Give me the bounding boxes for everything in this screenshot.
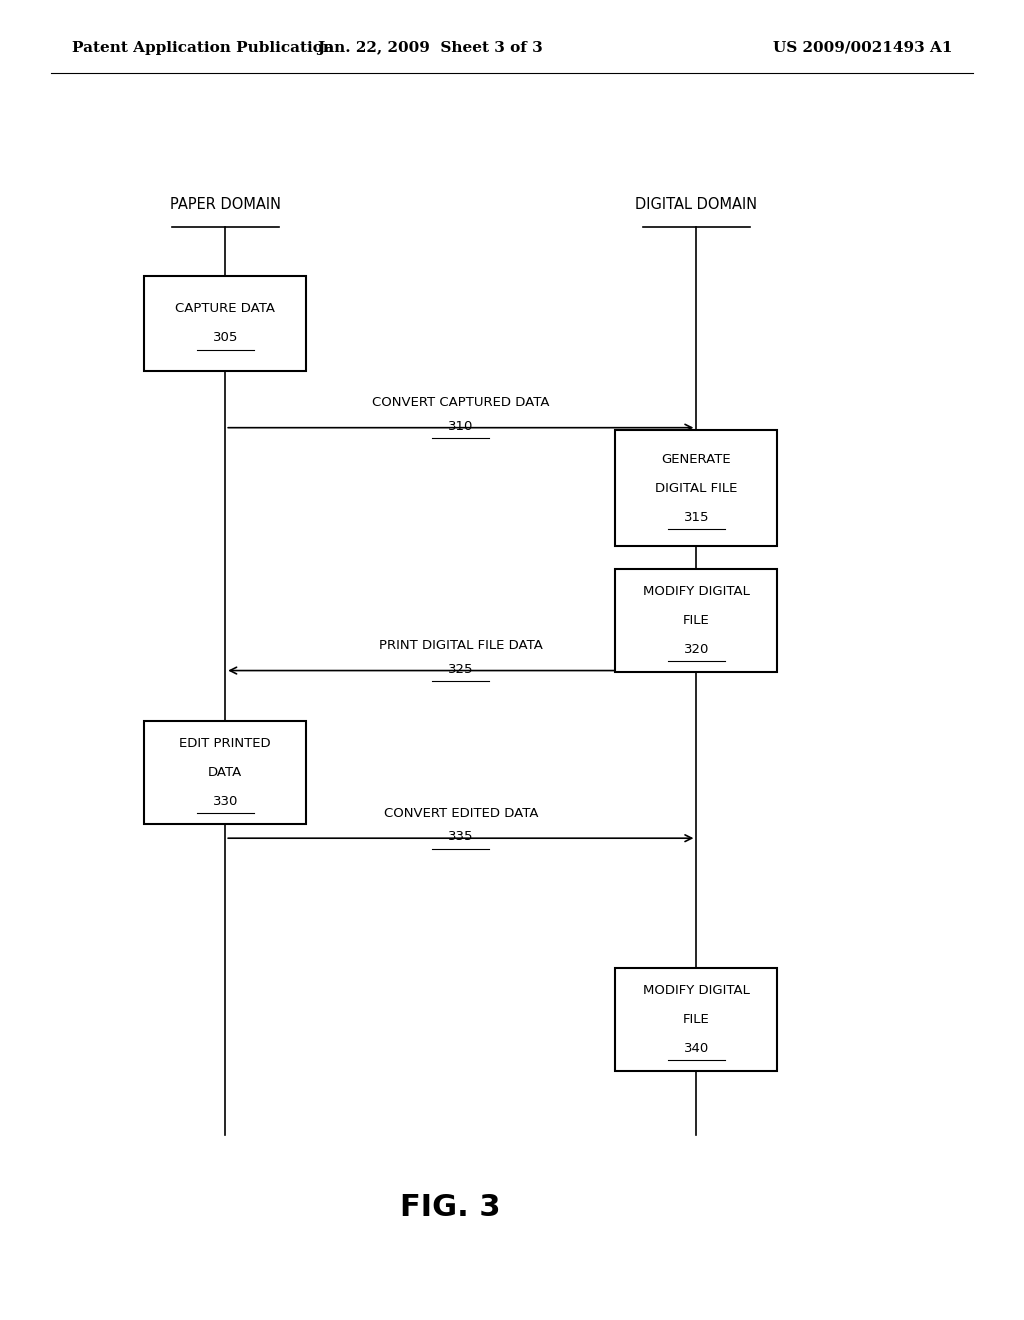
Text: DATA: DATA [208, 766, 243, 779]
Text: 320: 320 [684, 643, 709, 656]
Text: MODIFY DIGITAL: MODIFY DIGITAL [643, 585, 750, 598]
Text: 325: 325 [449, 663, 473, 676]
Text: Patent Application Publication: Patent Application Publication [72, 41, 334, 54]
Text: DIGITAL DOMAIN: DIGITAL DOMAIN [635, 197, 758, 213]
Text: 310: 310 [449, 420, 473, 433]
Text: FILE: FILE [683, 1012, 710, 1026]
Text: MODIFY DIGITAL: MODIFY DIGITAL [643, 983, 750, 997]
Text: 315: 315 [684, 511, 709, 524]
FancyBboxPatch shape [615, 430, 777, 546]
Text: CAPTURE DATA: CAPTURE DATA [175, 302, 275, 315]
Text: 340: 340 [684, 1041, 709, 1055]
Text: EDIT PRINTED: EDIT PRINTED [179, 737, 271, 750]
FancyBboxPatch shape [615, 569, 777, 672]
Text: FILE: FILE [683, 614, 710, 627]
Text: DIGITAL FILE: DIGITAL FILE [655, 482, 737, 495]
Text: 335: 335 [449, 830, 473, 843]
Text: Jan. 22, 2009  Sheet 3 of 3: Jan. 22, 2009 Sheet 3 of 3 [317, 41, 543, 54]
Text: CONVERT EDITED DATA: CONVERT EDITED DATA [384, 807, 538, 820]
Text: PRINT DIGITAL FILE DATA: PRINT DIGITAL FILE DATA [379, 639, 543, 652]
Text: 330: 330 [213, 795, 238, 808]
Text: FIG. 3: FIG. 3 [400, 1193, 501, 1222]
Text: CONVERT CAPTURED DATA: CONVERT CAPTURED DATA [372, 396, 550, 409]
Text: PAPER DOMAIN: PAPER DOMAIN [170, 197, 281, 213]
FancyBboxPatch shape [144, 276, 306, 371]
Text: GENERATE: GENERATE [662, 453, 731, 466]
Text: 305: 305 [213, 331, 238, 345]
FancyBboxPatch shape [615, 968, 777, 1071]
FancyBboxPatch shape [144, 721, 306, 824]
Text: US 2009/0021493 A1: US 2009/0021493 A1 [773, 41, 952, 54]
